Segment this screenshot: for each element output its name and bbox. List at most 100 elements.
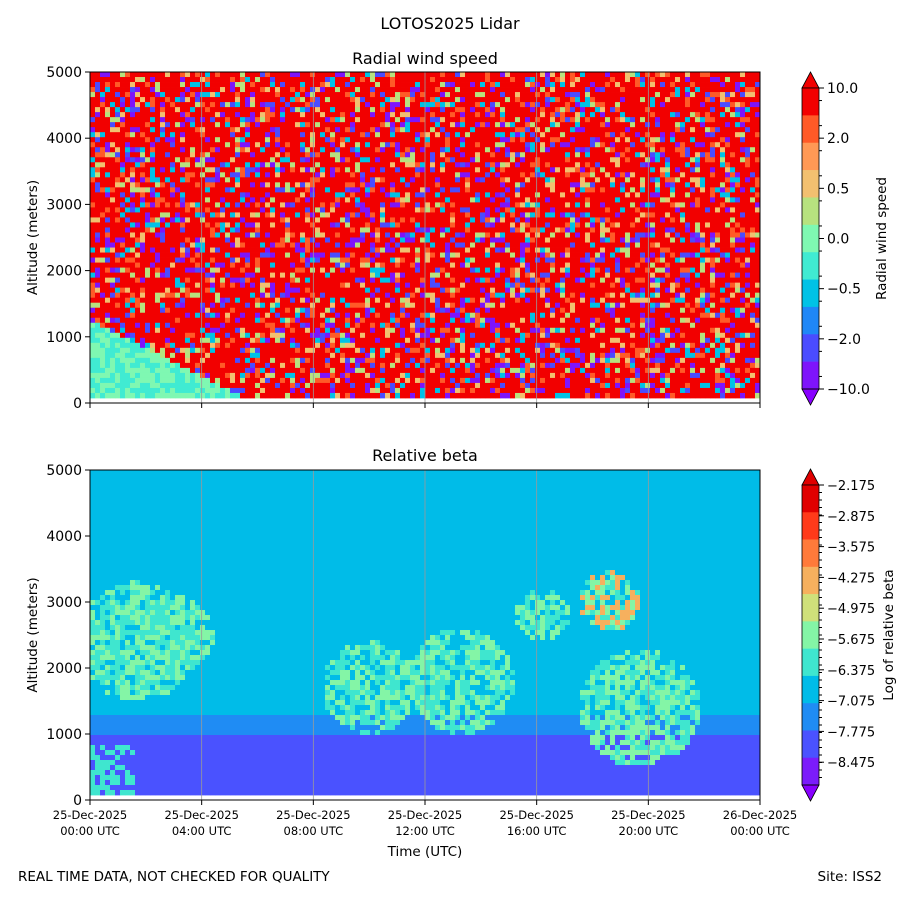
heatmap-cell [435,362,441,369]
heatmap-cell [175,357,181,364]
heatmap-cell [235,177,241,183]
heatmap-cell [345,382,351,389]
heatmap-cell [175,162,181,168]
heatmap-cell [105,257,111,263]
heatmap-cell [425,107,431,113]
heatmap-cell [240,347,246,354]
heatmap-cell [185,337,191,344]
heatmap-cell [355,282,361,289]
heatmap-cell [230,327,236,334]
heatmap-cell [395,372,401,379]
heatmap-cell [400,162,406,168]
heatmap-cell [90,102,96,108]
heatmap-cell [385,217,391,223]
heatmap-cell [270,207,276,213]
heatmap-cell [285,162,291,168]
heatmap-cell [230,272,236,279]
heatmap-cell [120,102,126,108]
heatmap-cell [170,197,176,203]
heatmap-cell [190,187,196,193]
heatmap-cell [405,197,411,203]
heatmap-cell [390,177,396,183]
heatmap-cell [260,187,266,193]
heatmap-cell [435,197,441,203]
heatmap-cell [395,327,401,334]
heatmap-cell [460,302,466,309]
heatmap-cell [345,132,351,138]
heatmap-cell [470,287,476,294]
heatmap-cell [445,157,451,163]
heatmap-cell [425,197,431,203]
heatmap-cell [385,362,391,369]
heatmap-cell [300,182,306,188]
heatmap-cell [120,277,126,284]
heatmap-cell [115,172,121,178]
heatmap-cell [295,107,301,113]
heatmap-cell [260,357,266,364]
heatmap-cell [250,317,256,324]
heatmap-cell [240,92,246,98]
heatmap-cell [170,262,176,268]
heatmap-cell [100,117,106,123]
heatmap-cell [350,282,356,289]
heatmap-cell [105,292,111,299]
heatmap-cell [465,372,471,379]
heatmap-cell [440,202,446,208]
heatmap-cell [460,357,466,364]
heatmap-cell [390,127,396,133]
heatmap-cell [370,192,376,198]
heatmap-cell [435,352,441,359]
heatmap-cell [315,262,321,268]
heatmap-cell [155,212,161,218]
heatmap-cell [200,297,206,304]
heatmap-cell [180,382,186,389]
heatmap-cell [380,317,386,324]
heatmap-cell [165,117,171,123]
heatmap-cell [280,117,286,123]
heatmap-cell [190,72,196,78]
heatmap-cell [150,327,156,334]
heatmap-cell [440,362,446,369]
heatmap-cell [255,232,261,238]
heatmap-cell [420,317,426,324]
heatmap-cell [460,197,466,203]
heatmap-cell [155,172,161,178]
heatmap-cell [460,227,466,233]
heatmap-cell [165,167,171,173]
heatmap-cell [225,217,231,223]
heatmap-cell [180,312,186,319]
heatmap-cell [295,352,301,359]
heatmap-cell [150,127,156,133]
heatmap-cell [355,157,361,163]
heatmap-cell [195,77,201,83]
heatmap-cell [465,322,471,329]
heatmap-cell [455,317,461,324]
heatmap-cell [175,82,181,88]
heatmap-cell [205,387,211,394]
heatmap-cell [190,377,196,384]
heatmap-cell [445,317,451,324]
heatmap-cell [155,362,161,369]
heatmap-cell [445,197,451,203]
heatmap-cell [305,297,311,304]
heatmap-cell [110,287,116,294]
heatmap-cell [415,262,421,268]
heatmap-cell [280,167,286,173]
heatmap-cell [345,137,351,143]
heatmap-cell [230,347,236,354]
heatmap-cell [435,267,441,274]
heatmap-cell [130,277,136,284]
heatmap-cell [310,197,316,203]
heatmap-cell [260,222,266,228]
heatmap-cell [90,307,96,314]
heatmap-cell [245,317,251,324]
heatmap-cell [290,327,296,334]
heatmap-cell [315,297,321,304]
heatmap-cell [285,262,291,268]
heatmap-cell [345,172,351,178]
heatmap-cell [185,167,191,173]
heatmap-cell [315,347,321,354]
heatmap-cell [155,142,161,148]
heatmap-cell [275,102,281,108]
heatmap-cell [360,282,366,289]
